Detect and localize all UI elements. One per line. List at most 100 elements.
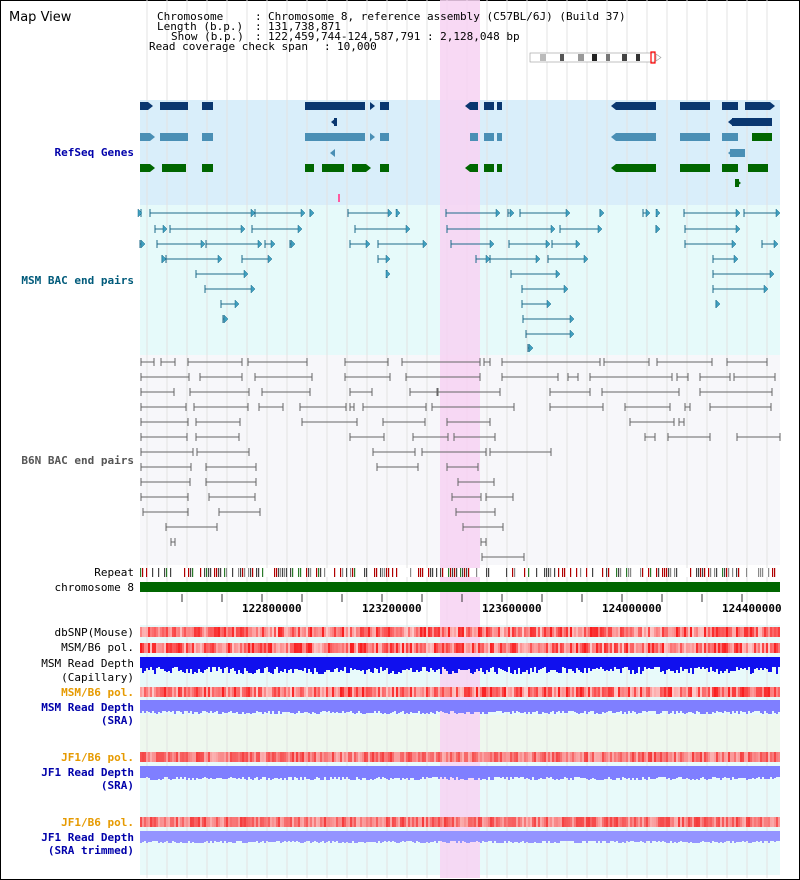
msm-depth-sra-bar — [376, 700, 378, 713]
jf1-depth-sra-bar — [336, 766, 338, 779]
msm-depth-capillary-bar — [638, 657, 640, 667]
track-label-jf1-b6-pol-2: JF1/B6 pol. — [61, 816, 134, 829]
msm-b6-pol-2-cell — [668, 687, 670, 697]
jf1-depth-trim-bar — [362, 831, 364, 842]
msm-b6-pol-cell — [148, 643, 150, 653]
jf1-b6-pol-cell — [588, 752, 590, 762]
msm-b6-pol-2-cell — [578, 687, 580, 697]
repeat-element — [558, 568, 560, 577]
msm-b6-pol-2-cell — [382, 687, 384, 697]
jf1-depth-sra-bar — [186, 766, 188, 780]
jf1-depth-trim-bar — [412, 831, 414, 842]
dbsnp-density-cell — [542, 627, 544, 637]
msm-b6-pol-2-cell — [632, 687, 634, 697]
msm-depth-sra-bar — [636, 700, 638, 714]
jf1-b6-pol-2-cell — [228, 817, 230, 827]
msm-b6-pol-cell — [616, 643, 618, 653]
jf1-depth-sra-bar — [744, 766, 746, 778]
msm-depth-capillary-bar — [552, 657, 554, 670]
msm-depth-capillary-bar — [188, 657, 190, 673]
dbsnp-density-cell — [622, 627, 624, 637]
msm-b6-pol-2-cell — [546, 687, 548, 697]
jf1-depth-trim-bar — [726, 831, 728, 841]
msm-b6-pol-cell — [166, 643, 168, 653]
jf1-b6-pol-2-cell — [158, 817, 160, 827]
jf1-b6-pol-2-cell — [432, 817, 434, 827]
msm-b6-pol-cell — [426, 643, 428, 653]
jf1-depth-trim-bar — [384, 831, 386, 841]
jf1-depth-trim-bar — [734, 831, 736, 843]
msm-depth-sra-bar — [626, 700, 628, 714]
jf1-depth-trim-bar — [532, 831, 534, 843]
dbsnp-density-cell — [688, 627, 690, 637]
jf1-b6-pol-cell — [680, 752, 682, 762]
msm-b6-pol-cell — [546, 643, 548, 653]
jf1-b6-pol-cell — [682, 752, 684, 762]
dbsnp-density-cell — [612, 627, 614, 637]
jf1-b6-pol-cell — [486, 752, 488, 762]
dbsnp-density-cell — [152, 627, 154, 637]
jf1-b6-pol-cell — [256, 752, 258, 762]
dbsnp-density-cell — [720, 627, 722, 637]
msm-depth-capillary-bar — [662, 657, 664, 671]
jf1-depth-trim-bar — [676, 831, 678, 843]
dbsnp-density-cell — [646, 627, 648, 637]
msm-b6-pol-cell — [530, 643, 532, 653]
msm-b6-pol-cell — [262, 643, 264, 653]
jf1-b6-pol-cell — [584, 752, 586, 762]
jf1-b6-pol-2-cell — [274, 817, 276, 827]
msm-b6-pol-2-cell — [572, 687, 574, 697]
msm-depth-capillary-bar — [622, 657, 624, 668]
msm-depth-sra-bar — [778, 700, 780, 712]
dbsnp-density-cell — [696, 627, 698, 637]
jf1-b6-pol-2-cell — [426, 817, 428, 827]
msm-b6-pol-cell — [250, 643, 252, 653]
jf1-b6-pol-cell — [286, 752, 288, 762]
jf1-depth-sra-bar — [328, 766, 330, 780]
jf1-b6-pol-cell — [164, 752, 166, 762]
jf1-b6-pol-2-cell — [202, 817, 204, 827]
repeat-element — [206, 568, 208, 577]
msm-b6-pol-2-cell — [328, 687, 330, 697]
msm-depth-capillary-bar — [302, 657, 304, 671]
jf1-depth-sra-bar — [556, 766, 558, 779]
msm-depth-sra-bar — [430, 700, 432, 712]
msm-b6-pol-cell — [252, 643, 254, 653]
msm-b6-pol-2-cell — [760, 687, 762, 697]
msm-b6-pol-cell — [714, 643, 716, 653]
jf1-depth-sra-bar — [180, 766, 182, 777]
jf1-depth-trim-bar — [602, 831, 604, 841]
jf1-depth-sra-bar — [230, 766, 232, 777]
jf1-depth-trim-bar — [538, 831, 540, 843]
jf1-depth-trim-bar — [568, 831, 570, 841]
jf1-b6-pol-2-cell — [452, 817, 454, 827]
jf1-b6-pol-2-cell — [704, 817, 706, 827]
jf1-depth-trim-bar — [732, 831, 734, 841]
jf1-depth-trim-bar — [648, 831, 650, 841]
dbsnp-density-cell — [576, 627, 578, 637]
msm-b6-pol-cell — [600, 643, 602, 653]
repeat-element — [448, 568, 450, 577]
msm-depth-sra-bar — [382, 700, 384, 714]
msm-depth-sra-bar — [498, 700, 500, 711]
dbsnp-density-cell — [404, 627, 406, 637]
jf1-depth-trim-bar — [762, 831, 764, 843]
jf1-b6-pol-cell — [290, 752, 292, 762]
dbsnp-density-cell — [434, 627, 436, 637]
dbsnp-density-cell — [304, 627, 306, 637]
msm-depth-sra-bar — [726, 700, 728, 712]
jf1-depth-trim-bar — [606, 831, 608, 843]
msm-b6-pol-2-cell — [692, 687, 694, 697]
dbsnp-density-cell — [168, 627, 170, 637]
jf1-b6-pol-cell — [464, 752, 466, 762]
msm-b6-pol-cell — [562, 643, 564, 653]
jf1-b6-pol-cell — [216, 752, 218, 762]
jf1-depth-sra-bar — [636, 766, 638, 778]
jf1-depth-trim-bar — [748, 831, 750, 843]
jf1-depth-sra-bar — [200, 766, 202, 779]
msm-b6-pol-2-cell — [506, 687, 508, 697]
jf1-depth-trim-bar — [472, 831, 474, 842]
msm-depth-sra-bar — [410, 700, 412, 712]
msm-depth-capillary-bar — [182, 657, 184, 672]
